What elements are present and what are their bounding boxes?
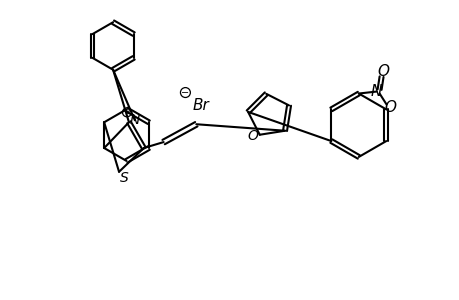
Text: O: O: [247, 129, 257, 143]
Text: S: S: [119, 171, 128, 185]
Text: O: O: [384, 100, 396, 115]
Text: O: O: [377, 64, 389, 79]
Text: N: N: [370, 84, 381, 99]
Text: N: N: [129, 113, 140, 127]
Text: −: −: [181, 88, 189, 98]
Text: Br: Br: [192, 98, 209, 113]
Text: ⊕: ⊕: [124, 110, 129, 116]
